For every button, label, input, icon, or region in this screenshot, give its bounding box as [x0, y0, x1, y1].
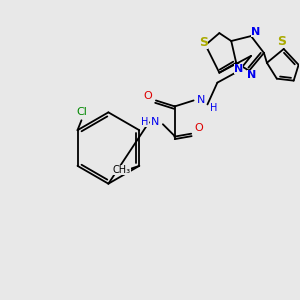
Text: H: H — [141, 117, 149, 127]
Text: S: S — [199, 35, 208, 49]
Text: S: S — [277, 34, 286, 47]
Text: H: H — [210, 103, 217, 113]
Text: O: O — [194, 123, 203, 133]
Text: N: N — [251, 27, 261, 37]
Text: N: N — [234, 64, 243, 74]
Text: CH₃: CH₃ — [112, 165, 130, 175]
Text: N: N — [197, 95, 206, 106]
Text: N: N — [151, 117, 159, 127]
Text: Cl: Cl — [76, 107, 87, 117]
Text: O: O — [144, 91, 152, 100]
Text: N: N — [248, 70, 257, 80]
